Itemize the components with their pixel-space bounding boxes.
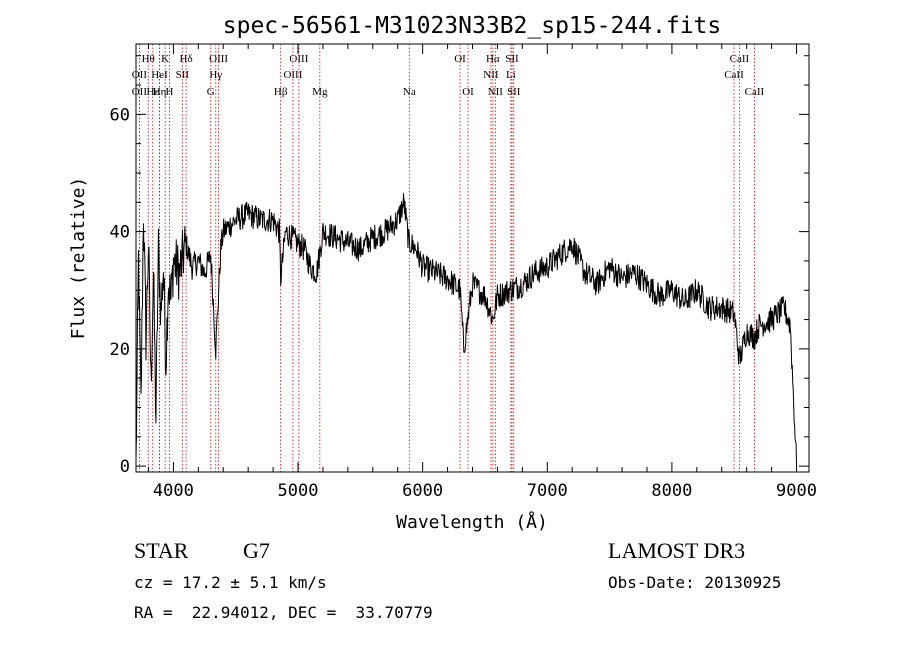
object-subclass: G7 bbox=[243, 538, 270, 563]
line-label-row1-6: Hα bbox=[486, 53, 500, 65]
line-label-row3-3: H bbox=[166, 86, 174, 98]
series-layer bbox=[135, 193, 798, 467]
y-tick-label-3: 60 bbox=[110, 105, 130, 125]
line-label-row3-7: Na bbox=[403, 86, 416, 98]
line-label-row1-8: CaII bbox=[730, 53, 750, 65]
line-label-row1-7: SII bbox=[505, 53, 519, 65]
line-label-row2-5: NII bbox=[483, 69, 499, 81]
x-tick-label-2: 6000 bbox=[402, 481, 443, 501]
x-tick-label-1: 5000 bbox=[278, 481, 319, 501]
line-label-row1-5: OI bbox=[454, 53, 466, 65]
line-label-row2-7: CaII bbox=[724, 69, 744, 81]
y-axis-label: Flux (relative) bbox=[68, 177, 89, 340]
flux-series-line bbox=[135, 193, 798, 467]
object-type: STAR bbox=[134, 538, 189, 563]
line-label-row3-11: CaII bbox=[745, 86, 765, 98]
coordinates-text: RA = 22.94012, DEC = 33.70779 bbox=[134, 603, 433, 622]
line-label-row1-1: K bbox=[161, 53, 169, 65]
line-label-row3-8: OI bbox=[462, 86, 474, 98]
line-label-row1-3: OIII bbox=[209, 53, 228, 65]
x-tick-label-5: 9000 bbox=[776, 481, 817, 501]
line-label-row3-2: Hη bbox=[153, 86, 167, 98]
line-label-row3-9: NII bbox=[488, 86, 504, 98]
y-tick-label-0: 0 bbox=[120, 457, 130, 477]
plot-frame bbox=[135, 43, 810, 473]
line-label-row3-1: Hε bbox=[147, 86, 160, 98]
x-tick-label-0: 4000 bbox=[153, 481, 194, 501]
line-label-row1-4: OIII bbox=[289, 53, 308, 65]
y-tick-label-1: 20 bbox=[110, 340, 130, 360]
survey-name: LAMOST DR3 bbox=[608, 538, 746, 563]
line-label-row3-4: G bbox=[207, 86, 215, 98]
line-label-row1-2: Hδ bbox=[180, 53, 193, 65]
chart-title: spec-56561-M31023N33B2_sp15-244.fits bbox=[223, 13, 722, 39]
line-label-row3-0: OII bbox=[132, 86, 148, 98]
axis-ticks: 4000 5000 6000 7000 8000 9000 0 20 40 60 bbox=[110, 44, 817, 501]
line-label-row2-1: HeI bbox=[151, 69, 168, 81]
line-markers bbox=[138, 44, 755, 472]
x-axis-label: Wavelength (Å) bbox=[396, 511, 548, 533]
line-label-row2-4: OIII bbox=[283, 69, 302, 81]
line-label-row3-6: Mg bbox=[312, 86, 328, 98]
x-tick-label-3: 7000 bbox=[527, 481, 568, 501]
line-label-row3-5: Hβ bbox=[274, 86, 288, 98]
line-label-row2-2: SII bbox=[176, 69, 190, 81]
y-tick-label-2: 40 bbox=[110, 223, 130, 243]
line-label-row1-0: Hθ bbox=[142, 53, 155, 65]
line-label-row2-6: Li bbox=[506, 69, 516, 81]
line-label-row3-10: SII bbox=[507, 86, 521, 98]
line-label-row2-3: Hγ bbox=[209, 69, 222, 81]
line-labels: Hθ K Hδ OIII OIII OI Hα SII CaII OII HeI SII Hγ OIII N… bbox=[132, 53, 765, 98]
redshift-text: cz = 17.2 ± 5.1 km/s bbox=[134, 573, 327, 592]
line-label-row2-0: OII bbox=[132, 69, 148, 81]
obs-date-text: Obs-Date: 20130925 bbox=[608, 573, 782, 592]
x-tick-label-4: 8000 bbox=[651, 481, 692, 501]
